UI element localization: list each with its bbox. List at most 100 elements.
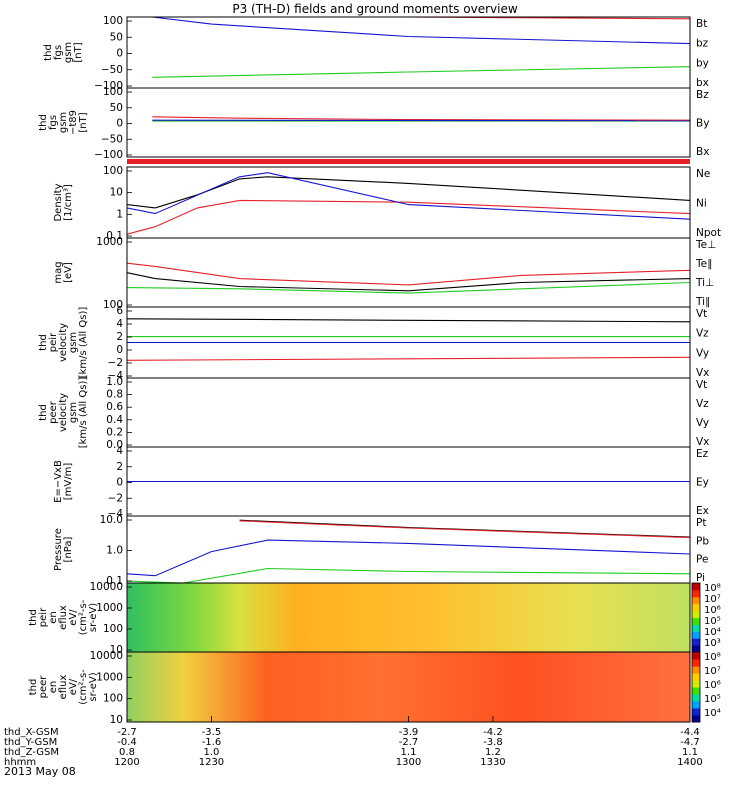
y-axis-label-line: thd [43,44,54,61]
legend: Vt Vz Vy Vx [696,308,709,379]
colorbar-swatch [692,624,700,632]
y-axis-label-line: sr-eV) [88,603,99,632]
legend-entry: Vz [696,398,709,410]
y-axis-label-line: thd [38,404,49,421]
panel-frame [126,377,691,448]
y-tick-label: 10 [110,187,123,199]
y-tick-label: 4 [116,445,123,457]
y-tick-label: 0.1 [106,575,123,587]
y-axis-label-line: [1/cm³] [63,184,74,221]
panel-10: 10⁸ 10⁷ 10⁶ 10⁵ 10⁴ 10000 1000 100 10 thd peer en ef… [28,650,721,726]
y-axis-label-line: [km/s (All Qs)] [78,377,89,449]
colorbar-swatch [692,680,700,688]
y-axis-label-line: (cm²-s- [78,669,89,705]
x-axis: thd_X-GSMthd_Y-GSMthd_Z-GSMhhmm-2.7-0.40… [4,716,703,768]
y-tick-label: −50 [101,64,123,76]
colorbar-swatch [692,652,700,660]
x-tick-label: 1.0 [203,747,219,758]
colorbar-swatch [692,617,700,625]
x-tick-label: -3.8 [483,737,503,748]
legend-entry: Te∥ [695,258,712,270]
y-axis-label-line: [nT] [73,42,84,62]
colorbar-tick-label: 10⁴ [704,708,721,719]
y-tick-label: 100 [103,15,123,27]
y-axis-label-line: gsm [68,332,79,353]
y-tick-label: 100 [103,623,123,635]
series-line-te [127,272,690,292]
colorbar-swatch [692,659,700,667]
y-axis-label-line: [km/s (All Qs)] [78,307,89,379]
x-tick-label: 1400 [677,757,702,768]
colorbar-swatch [692,610,700,618]
chart-title: P3 (TH-D) fields and ground moments over… [232,2,517,16]
y-axis-label-line: en [48,681,59,694]
y-axis-label-line: (cm²-s- [78,599,89,635]
y-tick-label: −4 [108,370,124,382]
legend-entry: Bz [696,89,709,101]
y-axis-label-line: fgs [53,45,64,60]
colorbar-swatch [692,694,700,702]
x-tick-label: -3.5 [202,727,222,738]
legend-entry: Ez [696,448,709,460]
legend-entry: Vt [696,308,707,320]
colorbar-swatch [692,666,700,674]
x-tick-label: 0.8 [119,747,135,758]
x-tick-label: -3.9 [399,727,419,738]
y-tick-label: 0.8 [106,389,123,401]
y-tick-label: 50 [110,31,123,43]
y-axis-label-line: en [48,611,59,624]
y-axis-label-line: [eV] [63,262,74,283]
y-tick-label: 2 [116,461,123,473]
y-axis-label-line: E=−VxB [53,460,64,503]
colorbar-swatch [692,596,700,605]
y-tick-label: 0.6 [106,401,123,413]
series-group [127,262,690,294]
colorbar-tick-label: 10⁴ [704,627,721,638]
legend-entry: Ne [696,168,710,180]
x-tick-label: 1230 [199,757,224,768]
panel-1: Bt bz by bx 100 50 0 −50 −100 thd fgs gsm [nT] [43,15,709,92]
y-tick-label: −50 [101,133,123,145]
legend-entry: Ti∥ [695,296,710,308]
y-tick-label: 1.0 [106,545,123,557]
x-tick-label: 1.1 [401,747,417,758]
y-axis-label-line: gsm [58,112,69,133]
y-tick-label: 10000 [90,650,123,662]
legend-entry: Ni [696,198,707,210]
y-axis-label-line: thd [38,114,49,131]
colorbar-tick-label: 10⁵ [704,694,721,705]
spectrogram-image [127,652,690,722]
legend: Pt Pb Pe Pi [696,517,709,584]
legend: Ez Ey Ex [696,448,709,517]
series-line-pt [239,519,690,538]
y-tick-label: −100 [94,80,123,92]
series-line-pb [239,520,690,539]
y-axis-label-line: peir [48,332,59,352]
y-tick-label: 100 [103,165,123,177]
y-axis-label-line: mag [53,261,64,283]
y-tick-label: −2 [108,492,123,504]
legend: Ne Ni Npot [696,168,721,239]
colorbar-swatch [692,631,700,639]
y-axis-label-line: peer [48,400,59,424]
x-tick-label: 1.2 [485,747,501,758]
legend: Bz By Bx [696,89,709,158]
panel-4: Te⊥ Te∥ Ti⊥ Ti∥ 1000 100 mag [eV] [53,236,716,311]
y-tick-label: 1 [116,208,123,220]
legend: Te⊥ Te∥ Ti⊥ Ti∥ [695,239,716,308]
panel-frame [126,16,691,89]
x-tick-label: -4.4 [680,727,700,738]
colorbar-tick-label: 10⁸ [704,583,721,594]
y-tick-label: 100 [103,299,123,311]
legend-entry: Vz [696,328,709,340]
series-line-npot [127,172,690,220]
y-tick-label: 10 [110,714,123,726]
colorbar-swatch [692,589,700,598]
series-line-by [152,66,690,78]
y-tick-label: 0 [116,477,123,489]
y-axis-label-line: fgs [48,115,59,130]
series-line-bt [155,17,690,20]
